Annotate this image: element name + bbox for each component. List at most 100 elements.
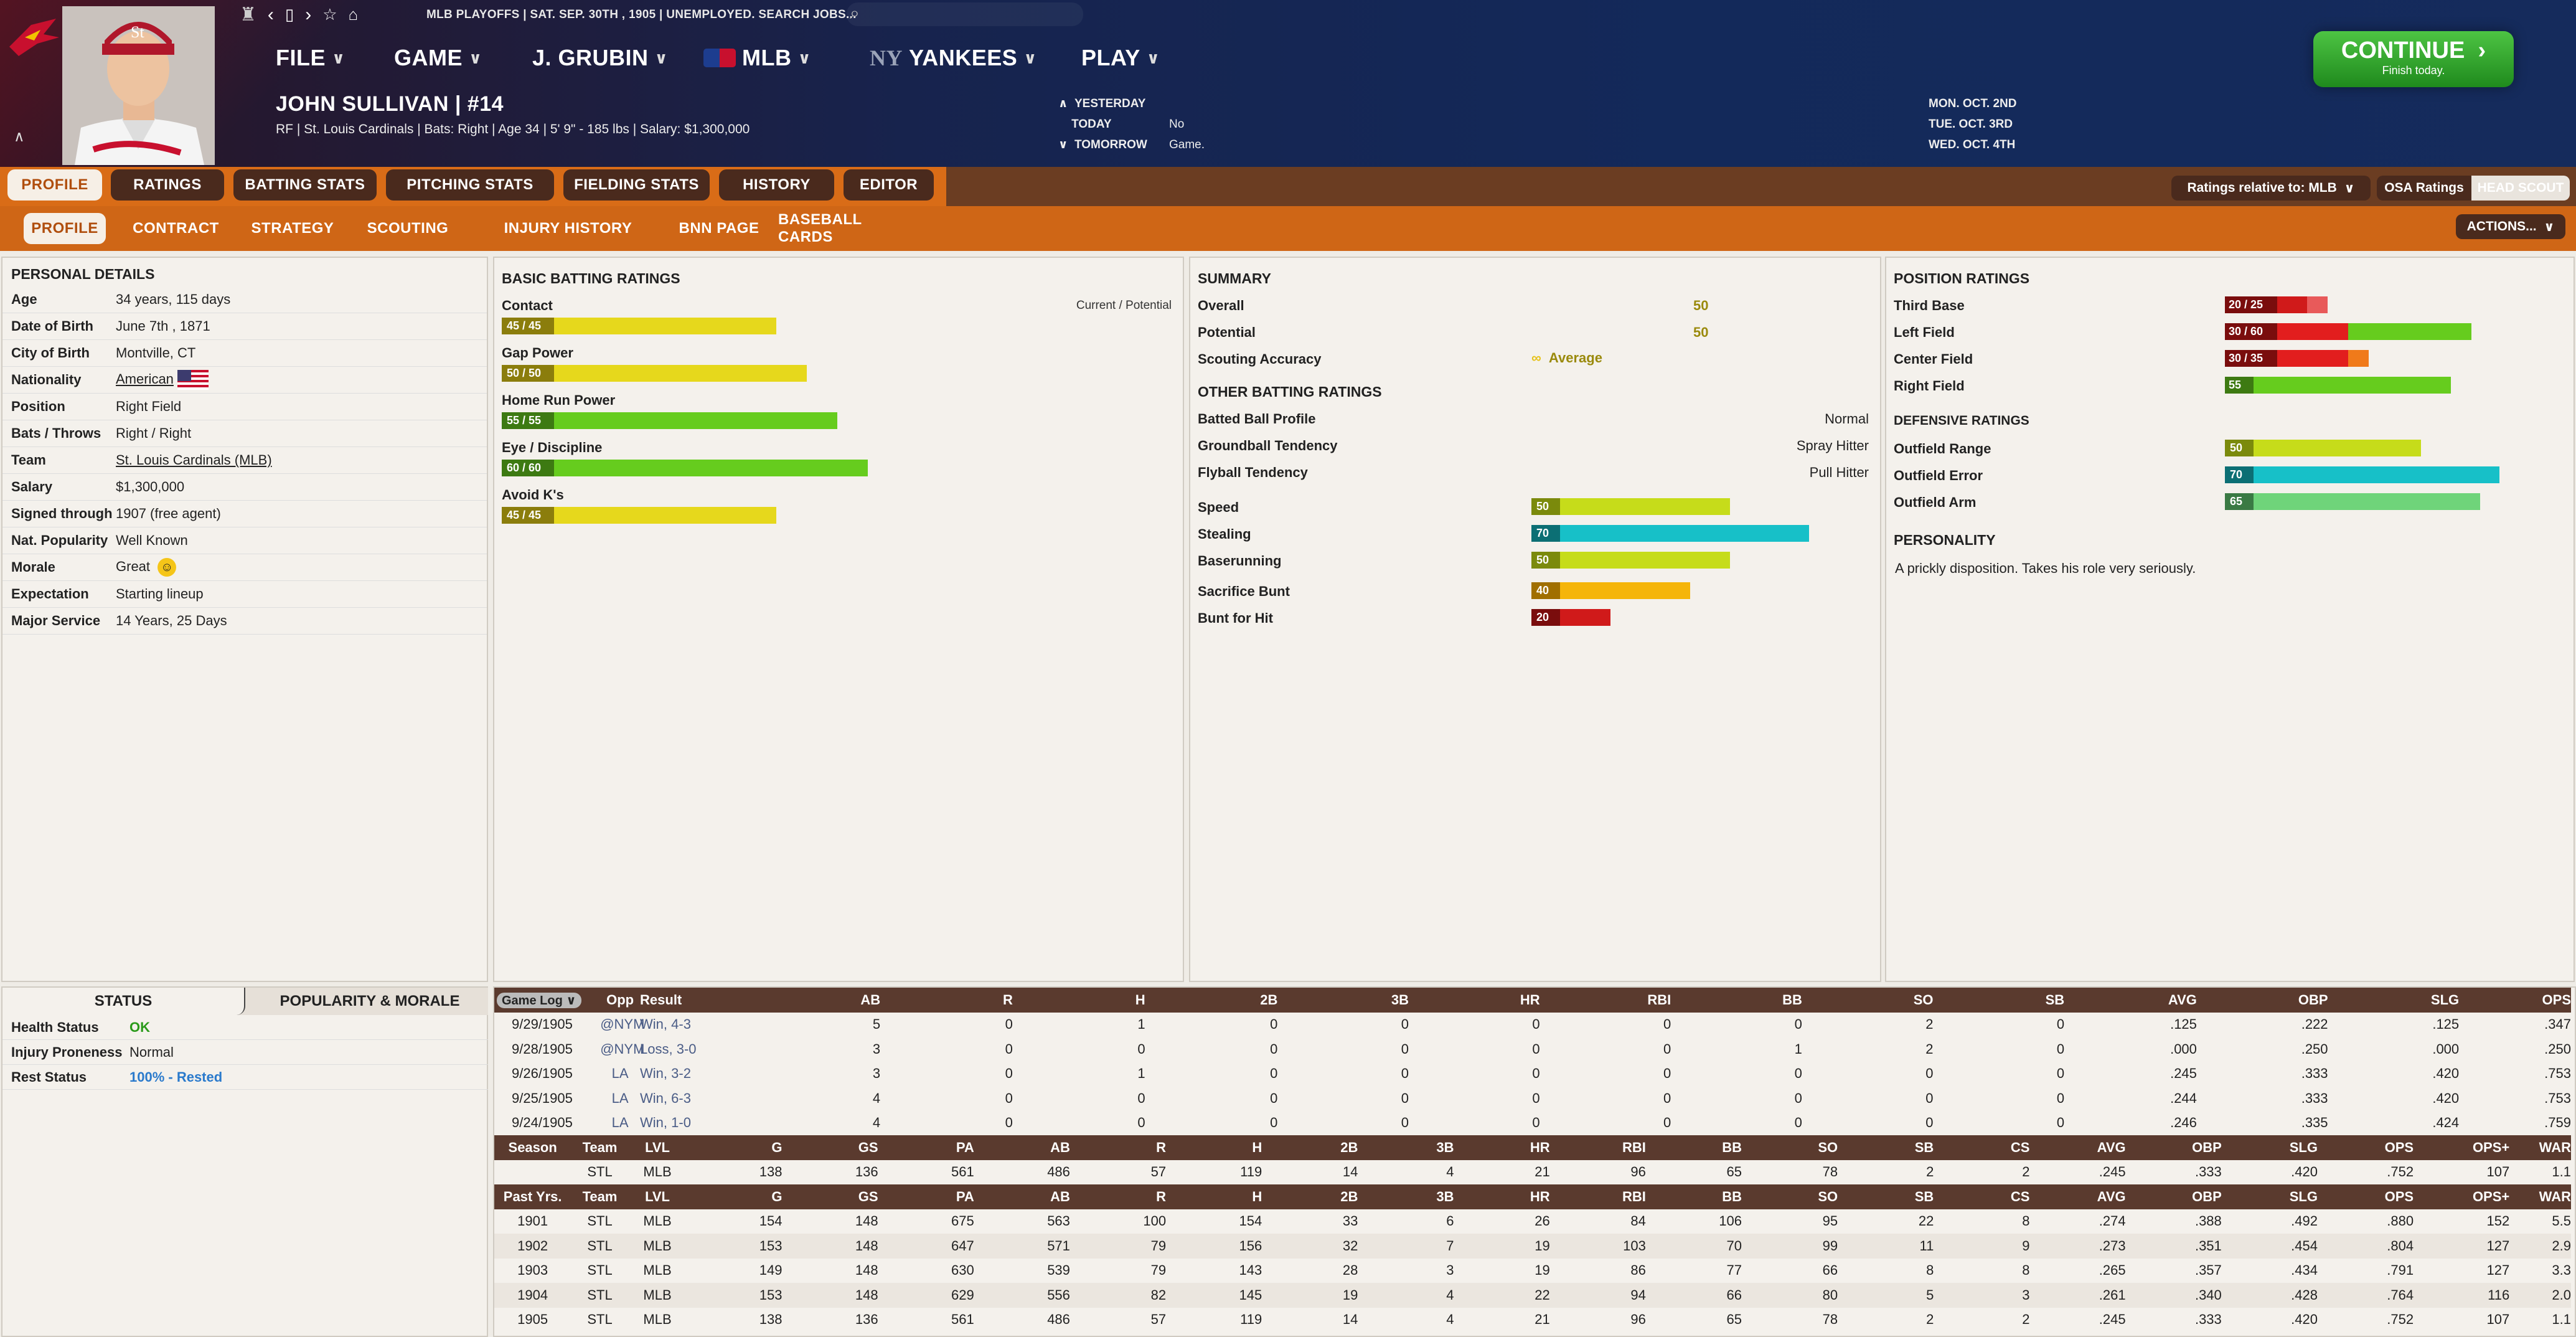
menu-game[interactable]: GAME ∨ (394, 45, 482, 70)
stats-header-cell[interactable]: Season (508, 1139, 557, 1155)
star-icon[interactable]: ☆ (322, 5, 337, 24)
stats-header-cell[interactable]: SB (1914, 1188, 1934, 1204)
menu-league[interactable]: MLB ∨ (703, 45, 811, 71)
tab-popularity-morale[interactable]: POPULARITY & MORALE (280, 993, 460, 1009)
stats-header-cell[interactable]: OPS+ (2472, 1188, 2510, 1204)
stats-header-cell[interactable]: BB (1722, 1139, 1742, 1155)
schedule-tomorrow[interactable]: ∨ TOMORROW (1058, 138, 1147, 151)
stats-header-cell[interactable]: Team (582, 1188, 618, 1204)
subtab-contract[interactable]: CONTRACT (133, 220, 219, 237)
stats-header-cell[interactable]: OBP (2192, 1188, 2222, 1204)
window-icon[interactable]: ▯ (284, 5, 294, 24)
stats-header-cell[interactable]: 2B (1340, 1188, 1358, 1204)
stats-header-cell[interactable]: R (1156, 1139, 1167, 1155)
game-log-select[interactable]: Game Log ∨ (497, 992, 581, 1008)
cardinals-logo[interactable] (6, 12, 62, 62)
opponent-link[interactable]: LA (611, 1065, 629, 1082)
head-scout-toggle[interactable]: HEAD SCOUT (2471, 176, 2570, 201)
stats-header-cell[interactable]: BB (1722, 1188, 1742, 1204)
stats-header-cell[interactable]: OPS (2384, 1188, 2414, 1204)
game-log-cell[interactable]: Win, 4-3 (640, 1016, 691, 1032)
game-log-cell[interactable]: Win, 6-3 (640, 1090, 691, 1106)
subtab-injury-history[interactable]: INJURY HISTORY (504, 220, 632, 237)
game-log-row[interactable]: 9/26/1905 LA Win, 3-2 3 0 1 0 0 0 0 0 0 0 .245 .333 .42… (494, 1061, 2571, 1086)
game-log-cell[interactable]: Win, 3-2 (640, 1065, 691, 1082)
nationality-link[interactable]: American (116, 371, 174, 387)
stats-header-cell[interactable]: G (771, 1139, 783, 1155)
stats-header-cell[interactable]: R (1156, 1188, 1167, 1204)
stats-header-cell[interactable]: PA (956, 1188, 974, 1204)
team-link[interactable]: St. Louis Cardinals (MLB) (116, 452, 272, 468)
upcoming-date[interactable]: WED. OCT. 4TH (1929, 138, 2016, 151)
subtab-profile[interactable]: PROFILE (24, 213, 106, 244)
search-box[interactable]: ⌕ (847, 2, 1083, 26)
subtab-scouting[interactable]: SCOUTING (367, 220, 449, 237)
stats-header-cell[interactable]: AB (1050, 1188, 1070, 1204)
game-log-row[interactable]: 9/24/1905 LA Win, 1-0 4 0 0 0 0 0 0 0 0 0 .246 .335 .42… (494, 1110, 2571, 1135)
stats-header-cell[interactable]: LVL (645, 1188, 670, 1204)
tab-ratings[interactable]: RATINGS (111, 169, 224, 201)
stats-header-cell[interactable]: LVL (645, 1139, 670, 1155)
stats-header-cell[interactable]: CS (2010, 1139, 2030, 1155)
tab-batting-stats[interactable]: BATTING STATS (233, 169, 377, 201)
stats-header-cell[interactable]: OPS+ (2472, 1139, 2510, 1155)
subtab-bnn-page[interactable]: BNN PAGE (679, 220, 759, 237)
stats-header-cell[interactable]: GS (858, 1139, 878, 1155)
stats-header-cell[interactable]: AVG (2097, 1139, 2126, 1155)
stats-header-cell[interactable]: SO (1818, 1188, 1838, 1204)
stats-header-cell[interactable]: HR (1530, 1188, 1550, 1204)
stats-header-cell[interactable]: OBP (2192, 1139, 2222, 1155)
stats-header-cell[interactable]: WAR (2539, 1139, 2571, 1155)
stats-header-cell[interactable]: Team (582, 1139, 618, 1155)
forward-icon[interactable]: › (305, 4, 312, 25)
subtab-baseball-cards[interactable]: BASEBALL CARDS (778, 211, 862, 245)
opponent-link[interactable]: @NYM (600, 1016, 645, 1032)
stats-header-cell[interactable]: OPS (2384, 1139, 2414, 1155)
game-log-row[interactable]: 9/28/1905 @NYM Loss, 3-0 3 0 0 0 0 0 0 1 2 0 .000 .250… (494, 1037, 2571, 1062)
menu-manager[interactable]: J. GRUBIN ∨ (532, 45, 669, 70)
game-log-row[interactable]: 9/25/1905 LA Win, 6-3 4 0 0 0 0 0 0 0 0 0 .244 .333 .42… (494, 1086, 2571, 1111)
continue-button[interactable]: CONTINUE › Finish today. (2313, 31, 2514, 87)
menu-file[interactable]: FILE ∨ (276, 45, 346, 70)
stats-header-cell[interactable]: AVG (2097, 1188, 2126, 1204)
stats-header-cell[interactable]: G (771, 1188, 783, 1204)
opponent-link[interactable]: LA (611, 1090, 629, 1106)
osa-ratings-toggle[interactable]: OSA Ratings (2377, 176, 2471, 201)
stats-header-cell[interactable]: 2B (1340, 1139, 1358, 1155)
stats-header-cell[interactable]: RBI (1622, 1139, 1646, 1155)
menu-team[interactable]: NY YANKEES ∨ (870, 45, 1037, 70)
stats-header-cell[interactable]: AB (1050, 1139, 1070, 1155)
stats-header-cell[interactable]: 3B (1436, 1139, 1454, 1155)
stats-header-cell[interactable]: RBI (1622, 1188, 1646, 1204)
stats-header-cell[interactable]: SLG (2289, 1188, 2318, 1204)
opponent-link[interactable]: @NYM (600, 1041, 645, 1057)
upcoming-date[interactable]: MON. OCT. 2ND (1929, 97, 2017, 110)
upcoming-date[interactable]: TUE. OCT. 3RD (1929, 118, 2013, 131)
home-icon[interactable]: ⌂ (348, 5, 359, 24)
stats-header-cell[interactable]: WAR (2539, 1188, 2571, 1204)
stats-header-cell[interactable]: SO (1818, 1139, 1838, 1155)
game-log-cell[interactable]: Loss, 3-0 (640, 1041, 697, 1057)
stats-header-cell[interactable]: CS (2010, 1188, 2030, 1204)
stats-header-cell[interactable]: Past Yrs. (503, 1188, 562, 1204)
stats-header-cell[interactable]: GS (858, 1188, 878, 1204)
stats-header-cell[interactable]: SB (1914, 1139, 1934, 1155)
tab-status[interactable]: STATUS (2, 988, 245, 1015)
subtab-strategy[interactable]: STRATEGY (251, 220, 334, 237)
tab-pitching-stats[interactable]: PITCHING STATS (386, 169, 554, 201)
stats-header-cell[interactable]: 3B (1436, 1188, 1454, 1204)
menu-play[interactable]: PLAY ∨ (1081, 45, 1160, 70)
game-log-cell[interactable]: Win, 1-0 (640, 1115, 691, 1131)
actions-button[interactable]: ACTIONS... ∨ (2456, 214, 2565, 239)
stats-header-cell[interactable]: H (1252, 1139, 1262, 1155)
stats-header-cell[interactable]: SLG (2289, 1139, 2318, 1155)
back-icon[interactable]: ‹ (267, 4, 274, 25)
collapse-icon[interactable]: ∧ (14, 128, 25, 145)
opponent-link[interactable]: LA (611, 1115, 629, 1131)
schedule-yesterday[interactable]: ∧ YESTERDAY (1058, 97, 1146, 110)
tab-history[interactable]: HISTORY (719, 169, 834, 201)
game-log-row[interactable]: 9/29/1905 @NYM Win, 4-3 5 0 1 0 0 0 0 0 2 0 .125 .222.… (494, 1012, 2571, 1037)
tab-editor[interactable]: EDITOR (844, 169, 934, 201)
ratings-relative-select[interactable]: Ratings relative to: MLB ∨ (2171, 176, 2371, 201)
stats-header-cell[interactable]: PA (956, 1139, 974, 1155)
